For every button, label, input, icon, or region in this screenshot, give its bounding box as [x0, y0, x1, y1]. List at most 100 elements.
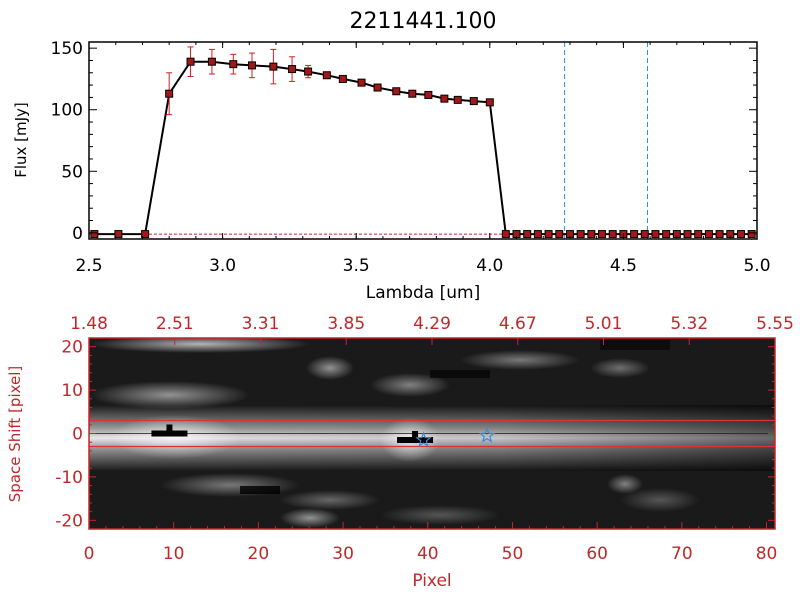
- data-point: [304, 67, 313, 76]
- data-point: [630, 230, 639, 239]
- spectrum-plot-area: [89, 42, 757, 239]
- chart-title: 2211441.100: [350, 9, 497, 34]
- data-point: [424, 90, 433, 99]
- heatmap-x-tick-label: 10: [163, 544, 185, 564]
- data-point: [485, 98, 494, 107]
- heatmap-top-tick-label: 3.31: [242, 314, 280, 334]
- data-point: [747, 230, 756, 239]
- data-point: [392, 87, 401, 96]
- cross-marker: [166, 424, 173, 437]
- heatmap-top-tick-label: 2.51: [156, 314, 194, 334]
- data-point: [555, 230, 564, 239]
- data-point: [523, 230, 532, 239]
- heatmap-x-axis-label: Pixel: [412, 571, 451, 591]
- x-tick-label: 5.0: [743, 256, 770, 276]
- data-point: [576, 230, 585, 239]
- heatmap-image: [89, 338, 775, 529]
- heatmap-feature: [90, 381, 250, 409]
- heatmap-top-tick-label: 5.32: [670, 314, 708, 334]
- heatmap-y-tick-label: 10: [61, 381, 83, 401]
- heatmap-feature: [460, 350, 580, 370]
- x-tick-label: 2.5: [75, 256, 102, 276]
- heatmap-top-tick-label: 5.01: [585, 314, 623, 334]
- heatmap-axes: 0 10 20 30 40 50 60 70 80 1.48 2.51 3.31 3.85 4.29 4.6…: [55, 314, 794, 564]
- data-point: [338, 74, 347, 83]
- data-point: [736, 230, 745, 239]
- data-point: [247, 61, 256, 70]
- y-tick-label: 150: [51, 39, 83, 59]
- data-point: [408, 89, 417, 98]
- data-point: [533, 230, 542, 239]
- spectrum-frame: [88, 41, 758, 240]
- cross-marker: [412, 431, 419, 444]
- y-tick-label: 0: [72, 224, 83, 244]
- data-point: [114, 230, 123, 239]
- data-point: [165, 89, 174, 98]
- heatmap-feature: [280, 490, 380, 510]
- heatmap-top-tick-label: 5.55: [756, 314, 794, 334]
- heatmap-feature: [90, 338, 310, 353]
- spectral-image-panel: 0 10 20 30 40 50 60 70 80 1.48 2.51 3.31 3.85 4.29 4.6…: [6, 314, 794, 591]
- data-point: [373, 83, 382, 92]
- data-point: [715, 230, 724, 239]
- data-point: [704, 230, 713, 239]
- data-point: [440, 94, 449, 103]
- x-tick-label: 3.5: [343, 256, 370, 276]
- spectrum-panel: 2211441.100 2.5 3.0 3.5 4.0 4.5 5.0050100150 …: [12, 9, 771, 303]
- data-point: [207, 57, 216, 66]
- heatmap-x-tick-label: 20: [248, 544, 270, 564]
- data-point: [598, 230, 607, 239]
- x-tick-label: 4.5: [610, 256, 637, 276]
- data-point: [683, 230, 692, 239]
- spectrum-axes: 2.5 3.0 3.5 4.0 4.5 5.0 0 50 100 150: [51, 39, 771, 276]
- data-point: [357, 78, 366, 87]
- heatmap-x-tick-label: 50: [502, 544, 524, 564]
- data-point: [269, 62, 278, 71]
- data-point: [288, 65, 297, 74]
- heatmap-feature: [306, 356, 354, 380]
- series-line: [94, 60, 752, 236]
- heatmap-top-tick-label: 3.85: [327, 314, 365, 334]
- data-point: [501, 230, 510, 239]
- heatmap-x-tick-label: 60: [586, 544, 608, 564]
- x-tick-label: 4.0: [476, 256, 503, 276]
- heatmap-x-tick-label: 40: [417, 544, 439, 564]
- data-point: [453, 95, 462, 104]
- data-point: [587, 230, 596, 239]
- heatmap-top-tick-label: 4.29: [413, 314, 451, 334]
- heatmap-top-tick-label: 4.67: [499, 314, 537, 334]
- heatmap-y-tick-label: 20: [61, 338, 83, 358]
- heatmap-y-tick-label: 0: [72, 425, 83, 445]
- data-point: [640, 230, 649, 239]
- data-point: [186, 57, 195, 66]
- heatmap-feature: [430, 370, 490, 378]
- heatmap-feature: [240, 486, 280, 494]
- star-marker: [478, 427, 496, 443]
- heatmap-feature: [600, 340, 670, 350]
- heatmap-feature: [110, 415, 240, 459]
- heatmap-feature: [370, 373, 450, 397]
- heatmap-y-axis-label: Space Shift [pixel]: [6, 366, 24, 503]
- heatmap-overlay: [89, 419, 775, 448]
- data-point: [322, 71, 331, 80]
- data-point: [90, 230, 99, 239]
- x-axis-label: Lambda [um]: [366, 283, 480, 303]
- heatmap-x-tick-label: 70: [671, 544, 693, 564]
- data-point: [469, 97, 478, 106]
- heatmap-feature: [590, 358, 650, 378]
- heatmap-x-tick-label: 80: [756, 544, 778, 564]
- data-point: [544, 230, 553, 239]
- heatmap-feature: [620, 488, 700, 512]
- y-axis-label: Flux [mJy]: [12, 102, 30, 178]
- heatmap-x-tick-label: 30: [332, 544, 354, 564]
- heatmap-top-tick-label: 1.48: [70, 314, 108, 334]
- data-point: [608, 230, 617, 239]
- y-tick-label: 50: [61, 162, 83, 182]
- heatmap-feature: [380, 505, 500, 525]
- heatmap-y-tick-label: -10: [55, 468, 83, 488]
- data-point: [141, 230, 150, 239]
- y-tick-label: 100: [51, 101, 83, 121]
- heatmap-feature: [607, 474, 643, 494]
